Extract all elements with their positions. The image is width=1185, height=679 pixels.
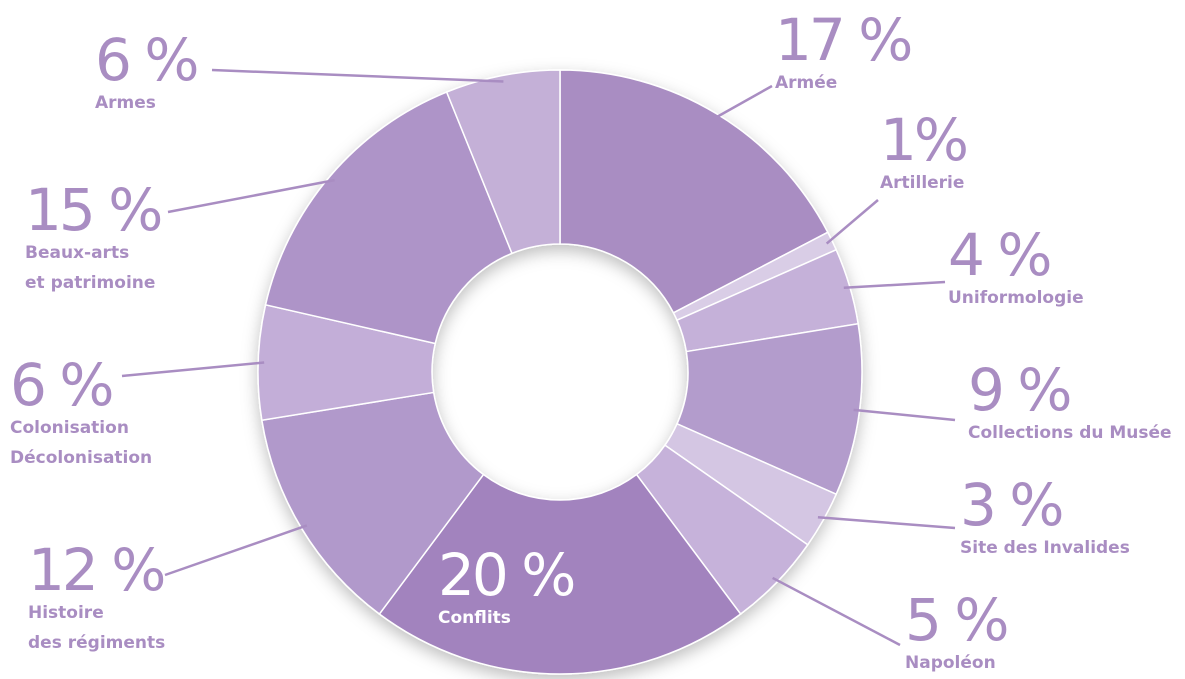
value-label: 9 % (968, 356, 1072, 424)
leader-line (843, 280, 946, 290)
category-label: Armes (95, 93, 156, 113)
value-label: 6 % (10, 351, 114, 419)
category-label: Artillerie (880, 173, 965, 193)
value-label: 15 % (25, 176, 163, 244)
value-label: 6 % (95, 26, 199, 94)
slice (676, 322, 863, 496)
category-label: Colonisation Décolonisation (10, 418, 153, 468)
leader-line (853, 408, 956, 422)
value-label: 17 % (775, 6, 913, 74)
slice (264, 91, 513, 345)
value-label: 3 % (960, 471, 1064, 539)
slice (261, 391, 485, 616)
category-label: Armée (775, 73, 838, 93)
value-label: 1% (880, 106, 969, 174)
slice (559, 69, 829, 314)
category-label: Uniformologie (948, 288, 1084, 308)
category-label: Collections du Musée (968, 423, 1172, 443)
leader-line (817, 516, 956, 530)
category-label: Conflits (438, 608, 511, 628)
value-label: 20 % (438, 541, 576, 609)
category-label: Histoire des régiments (28, 603, 166, 653)
leader-line (825, 199, 879, 245)
category-label: Beaux-arts et patrimoine (25, 243, 156, 293)
value-label: 4 % (948, 221, 1052, 289)
slice (378, 473, 742, 675)
category-label: Napoléon (905, 653, 996, 673)
leader-line (164, 524, 308, 577)
value-label: 5 % (905, 586, 1009, 654)
category-label: Site des Invalides (960, 538, 1130, 558)
leader-line (121, 361, 265, 378)
leader-line (167, 178, 335, 214)
leader-line (211, 68, 504, 83)
value-label: 12 % (28, 536, 166, 604)
leader-line (772, 576, 901, 647)
leader-line (712, 84, 773, 120)
